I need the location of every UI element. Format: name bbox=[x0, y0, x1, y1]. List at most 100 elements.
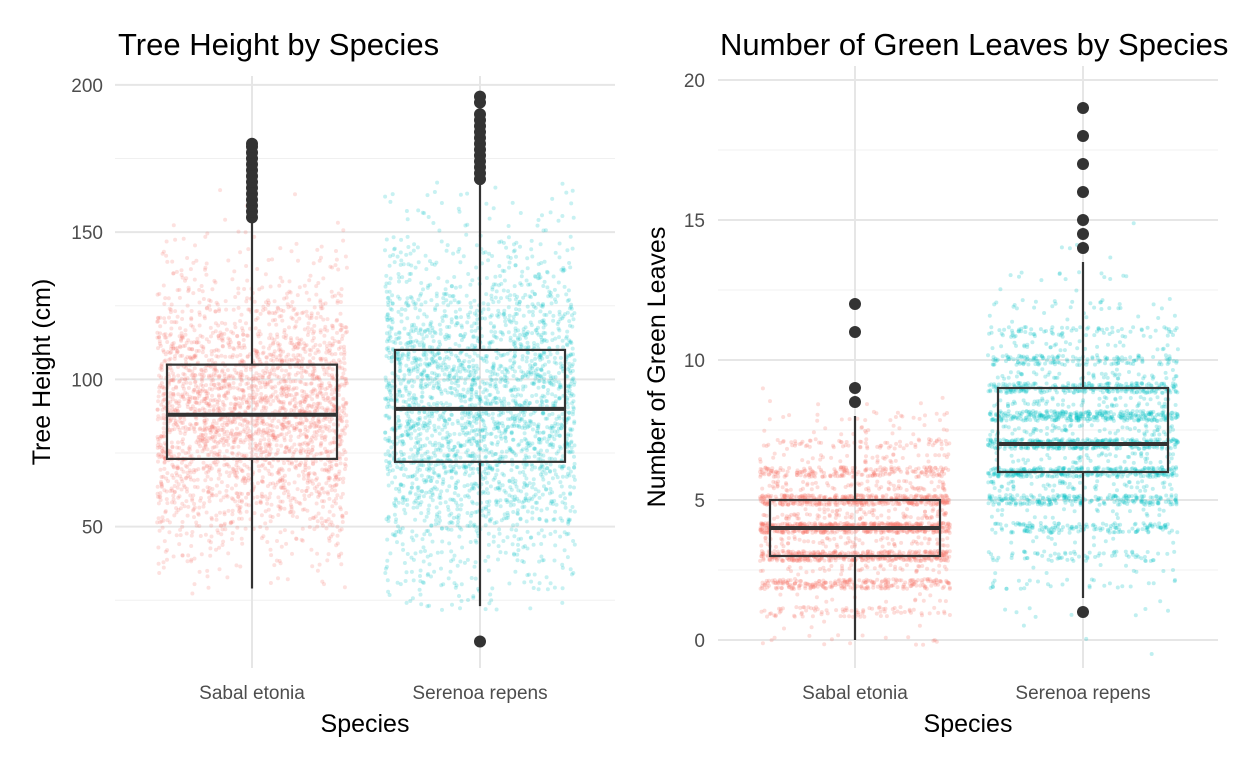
jitter-point bbox=[507, 313, 512, 318]
jitter-point bbox=[539, 464, 544, 469]
jitter-point bbox=[409, 569, 414, 574]
jitter-point bbox=[302, 409, 307, 414]
jitter-point bbox=[437, 515, 442, 520]
jitter-point bbox=[321, 302, 325, 307]
jitter-point bbox=[472, 321, 477, 326]
jitter-point bbox=[497, 283, 501, 288]
jitter-point bbox=[323, 387, 328, 392]
jitter-point bbox=[443, 292, 448, 297]
jitter-point bbox=[441, 477, 446, 482]
jitter-point bbox=[457, 358, 462, 363]
jitter-point bbox=[337, 528, 342, 533]
jitter-point bbox=[199, 284, 204, 288]
jitter-point bbox=[569, 201, 574, 206]
jitter-point bbox=[337, 555, 342, 559]
jitter-point bbox=[477, 432, 482, 437]
jitter-point bbox=[267, 452, 272, 457]
jitter-point bbox=[177, 445, 182, 450]
jitter-point bbox=[505, 380, 510, 385]
jitter-point bbox=[327, 428, 332, 433]
jitter-point bbox=[514, 307, 518, 312]
jitter-point bbox=[426, 462, 431, 467]
jitter-point bbox=[240, 477, 245, 482]
jitter-point bbox=[506, 224, 511, 228]
jitter-point bbox=[162, 539, 167, 544]
jitter-point bbox=[317, 562, 322, 567]
jitter-point bbox=[511, 502, 516, 507]
jitter-point bbox=[310, 405, 315, 409]
jitter-point bbox=[565, 310, 570, 315]
jitter-point bbox=[188, 475, 193, 480]
jitter-point bbox=[269, 472, 274, 477]
jitter-point bbox=[282, 435, 287, 440]
jitter-point bbox=[386, 449, 391, 454]
jitter-point bbox=[557, 371, 561, 375]
jitter-point bbox=[239, 416, 244, 421]
jitter-point bbox=[272, 563, 277, 568]
jitter-point bbox=[222, 454, 227, 459]
jitter-point bbox=[162, 301, 167, 306]
jitter-point bbox=[495, 463, 500, 468]
jitter-point bbox=[204, 306, 209, 311]
jitter-point bbox=[478, 396, 483, 401]
jitter-point bbox=[408, 251, 413, 256]
jitter-point bbox=[452, 298, 457, 303]
jitter-point bbox=[186, 338, 191, 343]
jitter-point bbox=[295, 293, 300, 298]
jitter-point bbox=[383, 430, 388, 435]
jitter-point bbox=[243, 476, 248, 481]
jitter-point bbox=[276, 365, 280, 370]
jitter-point bbox=[272, 337, 277, 342]
jitter-point bbox=[300, 526, 305, 531]
jitter-point bbox=[255, 355, 260, 360]
jitter-point bbox=[536, 587, 541, 592]
jitter-point bbox=[276, 513, 281, 517]
jitter-point bbox=[196, 348, 201, 353]
jitter-point bbox=[338, 434, 343, 439]
jitter-point bbox=[434, 518, 438, 523]
jitter-point bbox=[501, 424, 506, 428]
jitter-point bbox=[567, 354, 572, 358]
jitter-point bbox=[400, 442, 405, 447]
jitter-point bbox=[185, 402, 190, 407]
jitter-point bbox=[319, 386, 324, 391]
jitter-point bbox=[306, 449, 311, 454]
jitter-point bbox=[183, 451, 188, 456]
jitter-point bbox=[216, 393, 221, 398]
jitter-point bbox=[416, 260, 421, 265]
jitter-point bbox=[282, 296, 287, 301]
jitter-point bbox=[320, 499, 324, 504]
jitter-point bbox=[315, 311, 320, 316]
jitter-point bbox=[557, 309, 562, 314]
jitter-point bbox=[542, 394, 547, 399]
jitter-point bbox=[314, 452, 319, 457]
jitter-point bbox=[552, 356, 557, 360]
jitter-point bbox=[385, 464, 390, 469]
jitter-point bbox=[158, 331, 163, 336]
jitter-point bbox=[200, 350, 205, 355]
jitter-point bbox=[273, 452, 278, 457]
jitter-point bbox=[236, 286, 241, 291]
jitter-point bbox=[294, 447, 299, 452]
jitter-point bbox=[266, 300, 271, 305]
jitter-point bbox=[536, 531, 541, 536]
jitter-point bbox=[335, 524, 340, 529]
jitter-point bbox=[551, 318, 556, 323]
jitter-point bbox=[238, 564, 243, 569]
jitter-point bbox=[548, 581, 553, 586]
jitter-point bbox=[183, 476, 188, 481]
jitter-point bbox=[167, 315, 171, 320]
jitter-point bbox=[232, 367, 237, 372]
jitter-point bbox=[159, 416, 164, 421]
jitter-point bbox=[328, 348, 332, 353]
jitter-point bbox=[522, 431, 527, 436]
jitter-point bbox=[233, 402, 238, 407]
jitter-point bbox=[552, 517, 557, 522]
jitter-point bbox=[182, 372, 187, 377]
jitter-point bbox=[481, 301, 486, 306]
jitter-point bbox=[316, 420, 321, 425]
jitter-point bbox=[423, 253, 428, 258]
jitter-point bbox=[461, 387, 466, 392]
jitter-point bbox=[256, 431, 261, 436]
jitter-point bbox=[183, 390, 188, 395]
